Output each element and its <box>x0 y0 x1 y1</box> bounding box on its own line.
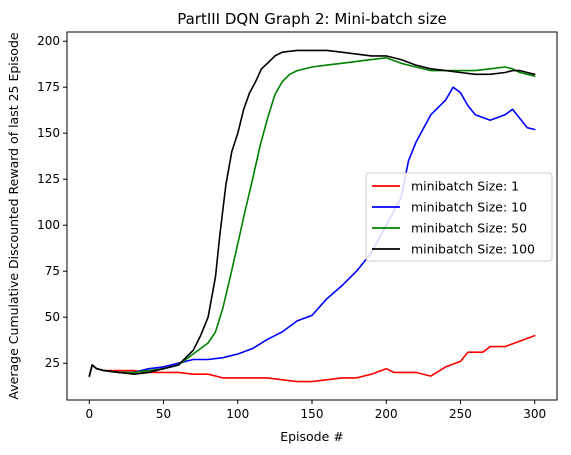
y-tick-label: 125 <box>37 172 60 186</box>
x-axis-ticks: 0 50 100 150 200 250 300 <box>85 400 546 421</box>
y-tick-label: 50 <box>45 310 60 324</box>
x-tick-label: 200 <box>375 407 398 421</box>
legend-label: minibatch Size: 50 <box>411 221 527 236</box>
x-tick-label: 0 <box>85 407 93 421</box>
y-axis-title: Average Cumulative Discounted Reward of … <box>6 32 21 399</box>
legend: minibatch Size: 1 minibatch Size: 10 minib… <box>365 172 553 262</box>
y-tick-label: 175 <box>37 80 60 94</box>
x-tick-label: 150 <box>301 407 324 421</box>
x-tick-label: 300 <box>523 407 546 421</box>
y-tick-label: 75 <box>45 264 60 278</box>
series-line-3 <box>88 49 536 377</box>
y-tick-label: 25 <box>45 356 60 370</box>
x-tick-label: 250 <box>449 407 472 421</box>
legend-label: minibatch Size: 100 <box>411 242 535 257</box>
x-axis-title: Episode # <box>280 429 344 444</box>
legend-box <box>365 172 553 262</box>
series-line-1 <box>88 86 536 377</box>
y-tick-label: 100 <box>37 218 60 232</box>
x-tick-label: 50 <box>156 407 171 421</box>
x-tick-label: 100 <box>226 407 249 421</box>
series-line-0 <box>88 334 536 383</box>
y-axis-ticks: 25 50 75 100 125 150 175 200 <box>37 34 67 370</box>
legend-label: minibatch Size: 10 <box>411 200 527 215</box>
plot-lines <box>88 49 536 383</box>
y-tick-label: 200 <box>37 34 60 48</box>
y-tick-label: 150 <box>37 126 60 140</box>
legend-label: minibatch Size: 1 <box>411 179 519 194</box>
chart-title: PartIII DQN Graph 2: Mini-batch size <box>177 10 447 28</box>
